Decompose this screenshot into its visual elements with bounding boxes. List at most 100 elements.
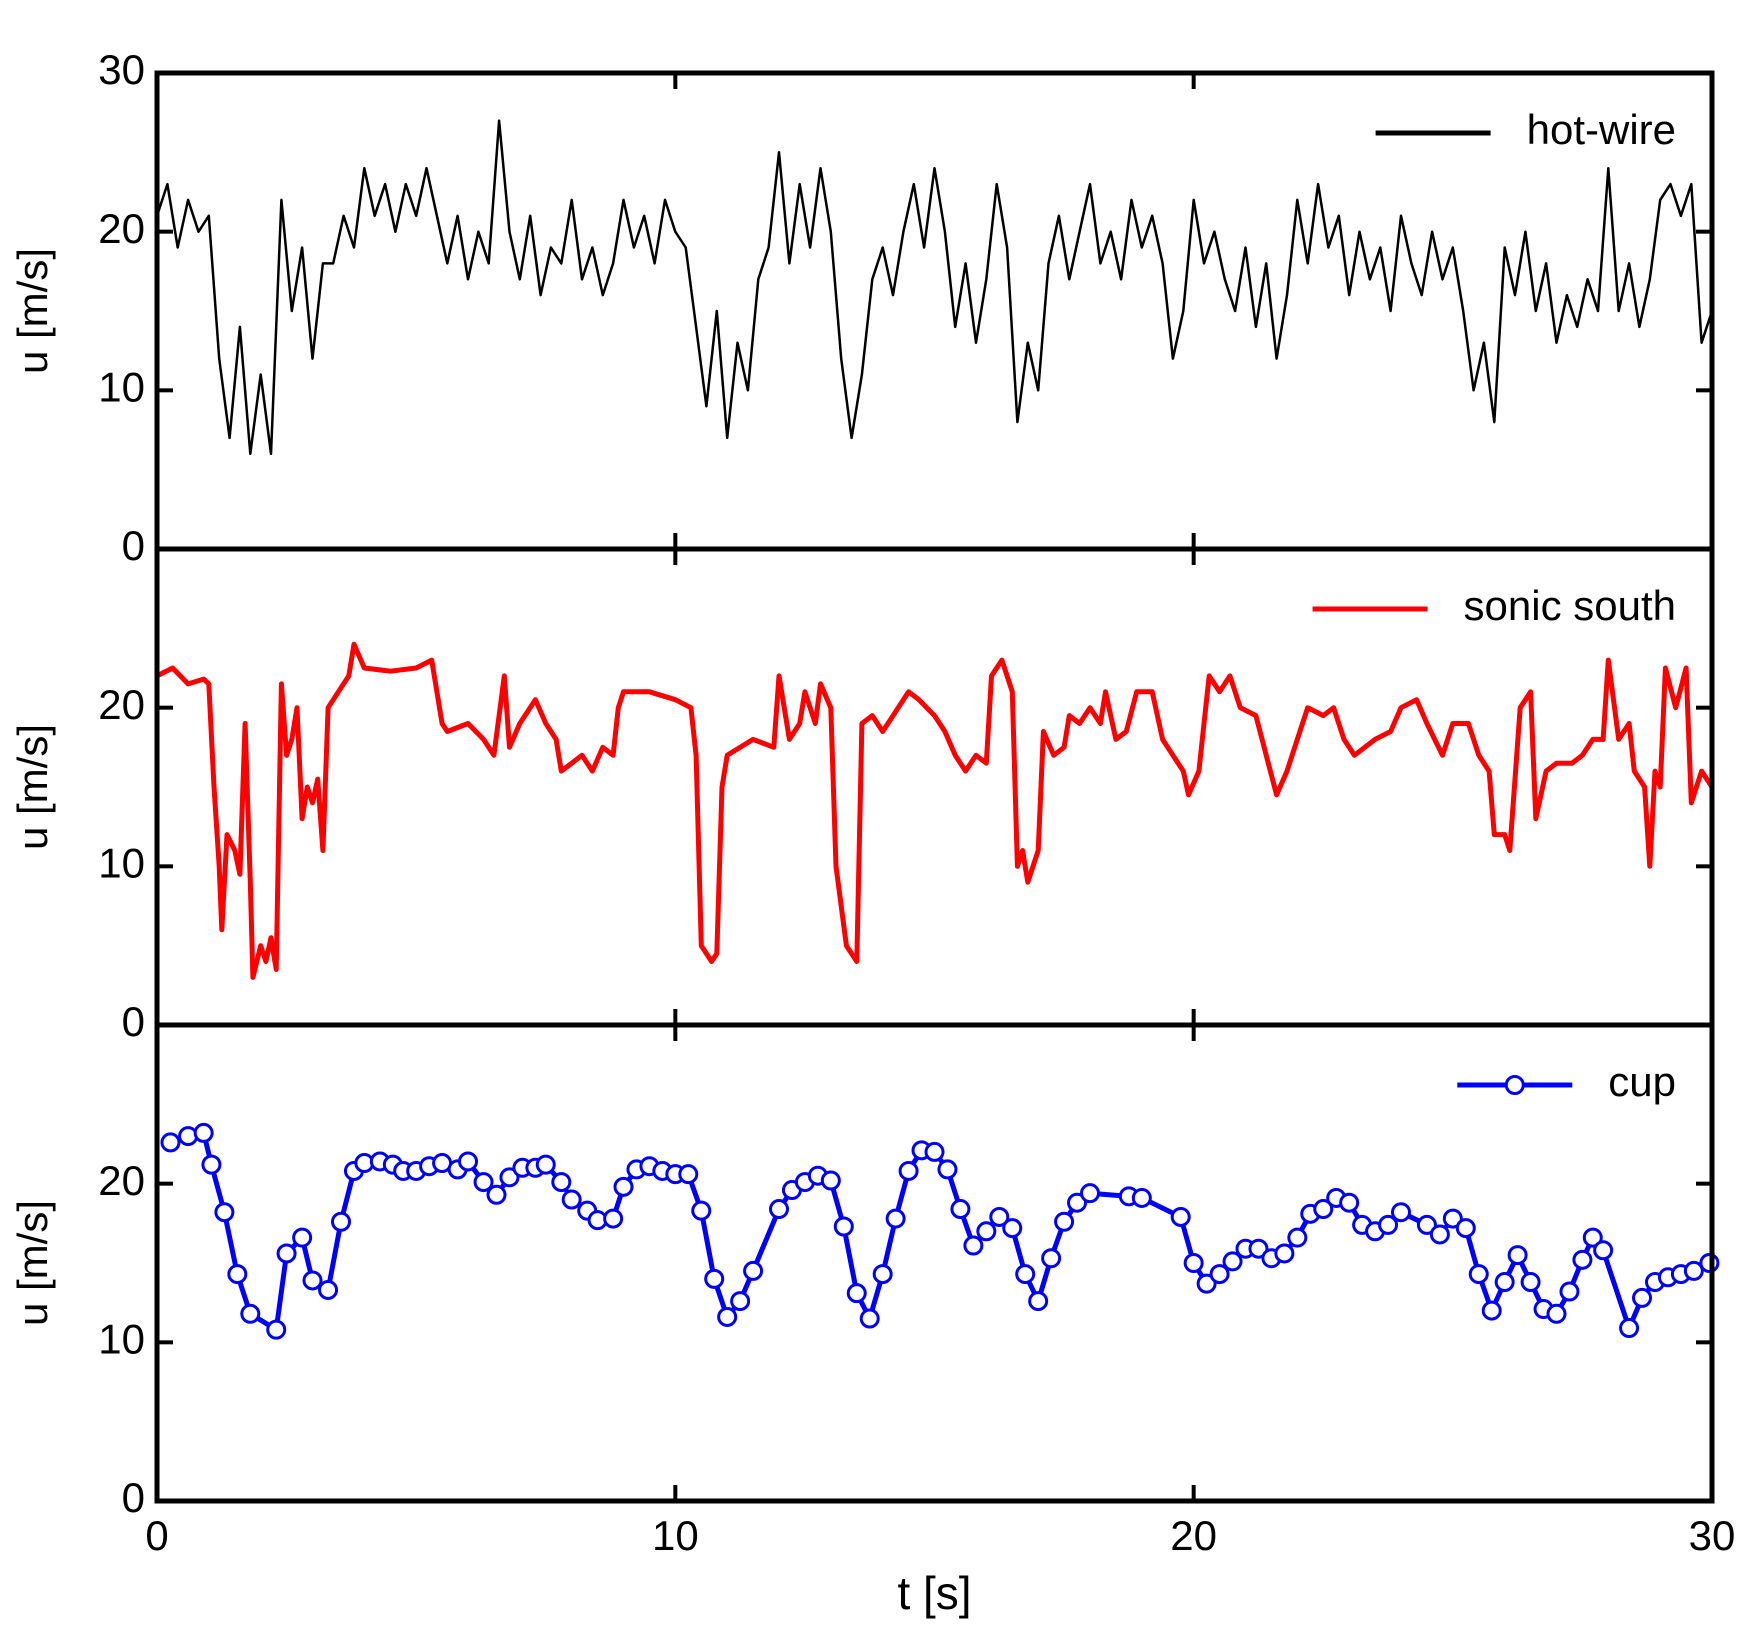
data-point [743, 1260, 764, 1281]
data-point [989, 1206, 1010, 1227]
series-line [155, 119, 1714, 456]
data-point [160, 1132, 181, 1153]
data-point [535, 1154, 556, 1175]
data-point [859, 1308, 880, 1329]
y-tick-label: 10 [98, 363, 145, 410]
legend-marker [1504, 1075, 1525, 1095]
data-point [1468, 1264, 1489, 1285]
data-point [1699, 1253, 1720, 1273]
x-axis-label: t [s] [897, 1567, 971, 1619]
legend-label: hot-wire [1527, 106, 1676, 153]
data-point [1015, 1264, 1036, 1285]
data-point [678, 1164, 699, 1185]
data-point [717, 1306, 738, 1327]
data-point [302, 1270, 323, 1291]
data-point [730, 1291, 751, 1312]
data-point [898, 1160, 919, 1181]
data-point [1339, 1192, 1360, 1213]
y-axis-label: u [m/s] [9, 1200, 56, 1326]
data-point [473, 1172, 494, 1193]
data-point [950, 1199, 971, 1220]
data-point [292, 1227, 313, 1248]
data-point [1041, 1248, 1062, 1269]
data-point [976, 1221, 997, 1242]
x-tick-label: 0 [145, 1512, 168, 1559]
data-point [1183, 1253, 1204, 1273]
data-point [1002, 1218, 1023, 1239]
data-point [1196, 1273, 1217, 1294]
data-point [1054, 1211, 1075, 1232]
data-point [885, 1208, 906, 1229]
data-point [924, 1141, 945, 1162]
data-point [227, 1264, 248, 1285]
y-tick-label: 0 [122, 522, 145, 569]
data-point [1080, 1183, 1100, 1204]
data-point [1170, 1206, 1191, 1227]
data-point [1378, 1214, 1399, 1235]
data-point [1572, 1249, 1593, 1270]
data-point [1494, 1272, 1515, 1293]
data-point [1593, 1240, 1614, 1261]
data-point [833, 1216, 854, 1237]
data-point [1416, 1214, 1437, 1235]
data-point [214, 1202, 235, 1223]
data-point [603, 1208, 624, 1229]
data-point [820, 1170, 841, 1191]
data-point [1619, 1318, 1640, 1339]
data-point [1067, 1192, 1088, 1213]
legend-label: cup [1608, 1058, 1676, 1105]
data-point [1481, 1300, 1502, 1321]
data-point [1313, 1199, 1334, 1220]
x-tick-label: 20 [1170, 1512, 1217, 1559]
data-point [1683, 1260, 1704, 1281]
data-point [1546, 1303, 1567, 1324]
y-tick-label: 10 [98, 1315, 145, 1362]
data-point [486, 1184, 507, 1205]
data-point [1287, 1227, 1308, 1248]
data-point [1274, 1243, 1295, 1264]
data-point [499, 1167, 520, 1188]
data-point [704, 1268, 725, 1289]
data-point [551, 1172, 572, 1193]
data-point [846, 1283, 867, 1304]
y-tick-label: 20 [98, 1157, 145, 1204]
data-point [691, 1200, 712, 1221]
data-point [1209, 1264, 1230, 1285]
data-point [458, 1151, 478, 1172]
data-point [1520, 1272, 1541, 1293]
data-point [1131, 1187, 1152, 1208]
y-tick-label: 20 [98, 205, 145, 252]
legend-label: sonic south [1464, 582, 1676, 629]
x-tick-label: 10 [652, 1512, 699, 1559]
data-point [561, 1189, 582, 1210]
data-point [1222, 1251, 1243, 1272]
data-point [240, 1303, 261, 1324]
data-point [1632, 1287, 1653, 1308]
y-tick-label: 30 [98, 46, 145, 93]
data-point [1559, 1281, 1580, 1302]
data-point [769, 1199, 789, 1220]
y-axis-label: u [m/s] [9, 248, 56, 374]
data-point [1028, 1291, 1049, 1312]
x-tick-label: 30 [1689, 1512, 1736, 1559]
data-point [1507, 1245, 1528, 1266]
data-point [963, 1235, 984, 1256]
data-point [613, 1176, 634, 1197]
data-point [201, 1154, 222, 1175]
data-point [331, 1211, 352, 1232]
data-point [937, 1159, 958, 1180]
data-point [872, 1264, 893, 1285]
y-tick-label: 0 [122, 1474, 145, 1521]
data-point [1429, 1224, 1450, 1245]
data-point [266, 1319, 287, 1340]
series-line [155, 641, 1715, 980]
data-point [1391, 1202, 1411, 1223]
data-point [193, 1122, 214, 1143]
y-tick-label: 20 [98, 681, 145, 728]
data-point [1248, 1238, 1269, 1259]
data-point [1455, 1218, 1476, 1239]
plot-frame [154, 1022, 1715, 1504]
y-tick-label: 0 [122, 998, 145, 1045]
